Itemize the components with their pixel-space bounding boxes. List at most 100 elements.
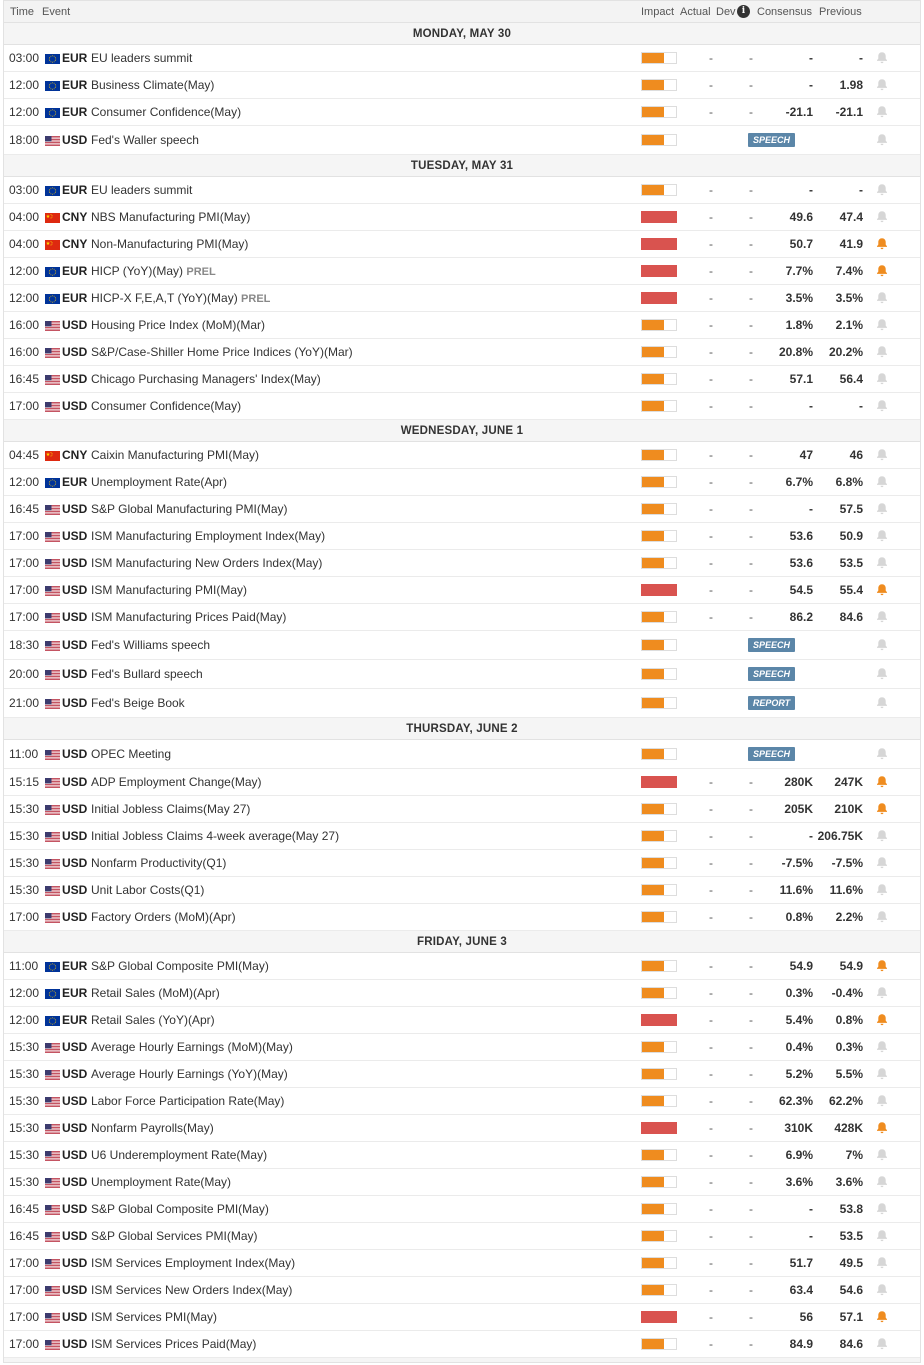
table-row[interactable]: 16:45 USD S&P Global Services PMI(May) - - - 5… — [4, 1223, 920, 1250]
event-name[interactable]: S&P Global Composite PMI(May) — [91, 1202, 269, 1216]
table-row[interactable]: 15:30 USD Initial Jobless Claims(May 27) - -… — [4, 796, 920, 823]
alert-bell-icon[interactable] — [875, 318, 889, 332]
table-row[interactable]: 04:00 CNY NBS Manufacturing PMI(May) - - 49.6… — [4, 204, 920, 231]
event-name[interactable]: Unemployment Rate(May) — [91, 1175, 231, 1189]
alert-bell-icon[interactable] — [875, 1175, 889, 1189]
table-row[interactable]: 18:30 USD Fed's Williams speech SPEECH — [4, 631, 920, 660]
alert-bell-icon[interactable] — [875, 78, 889, 92]
alert-bell-icon[interactable] — [875, 1148, 889, 1162]
event-name[interactable]: Labor Force Participation Rate(May) — [91, 1094, 284, 1108]
alert-bell-icon[interactable] — [875, 1067, 889, 1081]
alert-bell-icon[interactable] — [875, 210, 889, 224]
alert-bell-icon[interactable] — [875, 291, 889, 305]
event-name[interactable]: ISM Services New Orders Index(May) — [91, 1283, 292, 1297]
alert-bell-icon[interactable] — [875, 802, 889, 816]
table-row[interactable]: 11:00 EUR S&P Global Composite PMI(May) - - 5… — [4, 953, 920, 980]
event-name[interactable]: Initial Jobless Claims(May 27) — [91, 802, 250, 816]
table-row[interactable]: 11:00 USD OPEC Meeting SPEECH — [4, 740, 920, 769]
table-row[interactable]: 12:00 EUR HICP-X F,E,A,T (YoY)(May) PREL - -… — [4, 285, 920, 312]
event-name[interactable]: Housing Price Index (MoM)(Mar) — [91, 318, 265, 332]
event-name[interactable]: Caixin Manufacturing PMI(May) — [91, 448, 259, 462]
event-name[interactable]: Chicago Purchasing Managers' Index(May) — [91, 372, 321, 386]
event-name[interactable]: HICP (YoY)(May) PREL — [91, 264, 216, 278]
table-row[interactable]: 17:00 USD ISM Services New Orders Index(Ma… — [4, 1277, 920, 1304]
table-row[interactable]: 16:45 USD Chicago Purchasing Managers' Ind… — [4, 366, 920, 393]
event-name[interactable]: S&P Global Manufacturing PMI(May) — [91, 502, 288, 516]
event-name[interactable]: ISM Services Employment Index(May) — [91, 1256, 295, 1270]
table-row[interactable]: 16:45 USD S&P Global Manufacturing PMI(May… — [4, 496, 920, 523]
table-row[interactable]: 21:00 USD Fed's Beige Book REPORT — [4, 689, 920, 718]
alert-bell-icon[interactable] — [875, 667, 889, 681]
alert-bell-icon[interactable] — [875, 372, 889, 386]
alert-bell-icon[interactable] — [875, 51, 889, 65]
alert-bell-icon[interactable] — [875, 448, 889, 462]
info-icon[interactable]: i — [737, 5, 750, 18]
event-name[interactable]: Average Hourly Earnings (YoY)(May) — [91, 1067, 288, 1081]
event-name[interactable]: Fed's Waller speech — [91, 133, 199, 147]
table-row[interactable]: 12:00 EUR Consumer Confidence(May) - - -21.1 -… — [4, 99, 920, 126]
event-name[interactable]: S&P/Case-Shiller Home Price Indices (YoY… — [91, 345, 353, 359]
alert-bell-icon[interactable] — [875, 1121, 889, 1135]
table-row[interactable]: 15:30 USD Unit Labor Costs(Q1) - - 11.6% 11.6% — [4, 877, 920, 904]
alert-bell-icon[interactable] — [875, 1310, 889, 1324]
event-name[interactable]: ADP Employment Change(May) — [91, 775, 262, 789]
event-name[interactable]: Consumer Confidence(May) — [91, 105, 241, 119]
table-row[interactable]: 04:45 CNY Caixin Manufacturing PMI(May) - - 4… — [4, 442, 920, 469]
alert-bell-icon[interactable] — [875, 1013, 889, 1027]
alert-bell-icon[interactable] — [875, 183, 889, 197]
table-row[interactable]: 15:30 USD Initial Jobless Claims 4-week av… — [4, 823, 920, 850]
table-row[interactable]: 17:00 USD ISM Services PMI(May) - - 56 57.1 — [4, 1304, 920, 1331]
event-name[interactable]: Initial Jobless Claims 4-week average(Ma… — [91, 829, 339, 843]
event-name[interactable]: Nonfarm Productivity(Q1) — [91, 856, 226, 870]
event-name[interactable]: Non-Manufacturing PMI(May) — [91, 237, 248, 251]
table-row[interactable]: 17:00 USD Consumer Confidence(May) - - - - — [4, 393, 920, 420]
alert-bell-icon[interactable] — [875, 502, 889, 516]
event-name[interactable]: Nonfarm Payrolls(May) — [91, 1121, 214, 1135]
event-name[interactable]: S&P Global Services PMI(May) — [91, 1229, 258, 1243]
alert-bell-icon[interactable] — [875, 910, 889, 924]
alert-bell-icon[interactable] — [875, 1256, 889, 1270]
table-row[interactable]: 17:00 USD Factory Orders (MoM)(Apr) - - 0.8% 2… — [4, 904, 920, 931]
event-name[interactable]: ISM Manufacturing Prices Paid(May) — [91, 610, 286, 624]
alert-bell-icon[interactable] — [875, 1202, 889, 1216]
event-name[interactable]: Fed's Beige Book — [91, 696, 185, 710]
alert-bell-icon[interactable] — [875, 1040, 889, 1054]
alert-bell-icon[interactable] — [875, 237, 889, 251]
alert-bell-icon[interactable] — [875, 345, 889, 359]
table-row[interactable]: 12:00 EUR Business Climate(May) - - - 1.98 — [4, 72, 920, 99]
alert-bell-icon[interactable] — [875, 475, 889, 489]
event-name[interactable]: U6 Underemployment Rate(May) — [91, 1148, 267, 1162]
event-name[interactable]: ISM Services Prices Paid(May) — [91, 1337, 256, 1351]
table-row[interactable]: 15:30 USD Labor Force Participation Rate(M… — [4, 1088, 920, 1115]
event-name[interactable]: ISM Services PMI(May) — [91, 1310, 217, 1324]
alert-bell-icon[interactable] — [875, 747, 889, 761]
table-row[interactable]: 18:00 USD Fed's Waller speech SPEECH — [4, 126, 920, 155]
alert-bell-icon[interactable] — [875, 829, 889, 843]
table-row[interactable]: 12:00 EUR Retail Sales (YoY)(Apr) - - 5.4% 0.8… — [4, 1007, 920, 1034]
alert-bell-icon[interactable] — [875, 959, 889, 973]
alert-bell-icon[interactable] — [875, 529, 889, 543]
event-name[interactable]: Business Climate(May) — [91, 78, 214, 92]
table-row[interactable]: 15:30 USD Average Hourly Earnings (YoY)(Ma… — [4, 1061, 920, 1088]
table-row[interactable]: 12:00 EUR Retail Sales (MoM)(Apr) - - 0.3% -0.… — [4, 980, 920, 1007]
event-name[interactable]: S&P Global Composite PMI(May) — [91, 959, 269, 973]
alert-bell-icon[interactable] — [875, 986, 889, 1000]
event-name[interactable]: Unit Labor Costs(Q1) — [91, 883, 204, 897]
event-name[interactable]: Retail Sales (MoM)(Apr) — [91, 986, 220, 1000]
table-row[interactable]: 15:30 USD Unemployment Rate(May) - - 3.6% 3.6% — [4, 1169, 920, 1196]
alert-bell-icon[interactable] — [875, 1283, 889, 1297]
table-row[interactable]: 03:00 EUR EU leaders summit - - - - — [4, 177, 920, 204]
event-name[interactable]: Average Hourly Earnings (MoM)(May) — [91, 1040, 293, 1054]
event-name[interactable]: NBS Manufacturing PMI(May) — [91, 210, 250, 224]
alert-bell-icon[interactable] — [875, 399, 889, 413]
table-row[interactable]: 12:00 EUR HICP (YoY)(May) PREL - - 7.7% 7.4% — [4, 258, 920, 285]
alert-bell-icon[interactable] — [875, 638, 889, 652]
event-name[interactable]: OPEC Meeting — [91, 747, 171, 761]
alert-bell-icon[interactable] — [875, 105, 889, 119]
alert-bell-icon[interactable] — [875, 883, 889, 897]
alert-bell-icon[interactable] — [875, 1094, 889, 1108]
event-name[interactable]: Fed's Williams speech — [91, 638, 210, 652]
alert-bell-icon[interactable] — [875, 583, 889, 597]
table-row[interactable]: 17:00 USD ISM Services Prices Paid(May) - - 8… — [4, 1331, 920, 1358]
table-row[interactable]: 20:00 USD Fed's Bullard speech SPEECH — [4, 660, 920, 689]
